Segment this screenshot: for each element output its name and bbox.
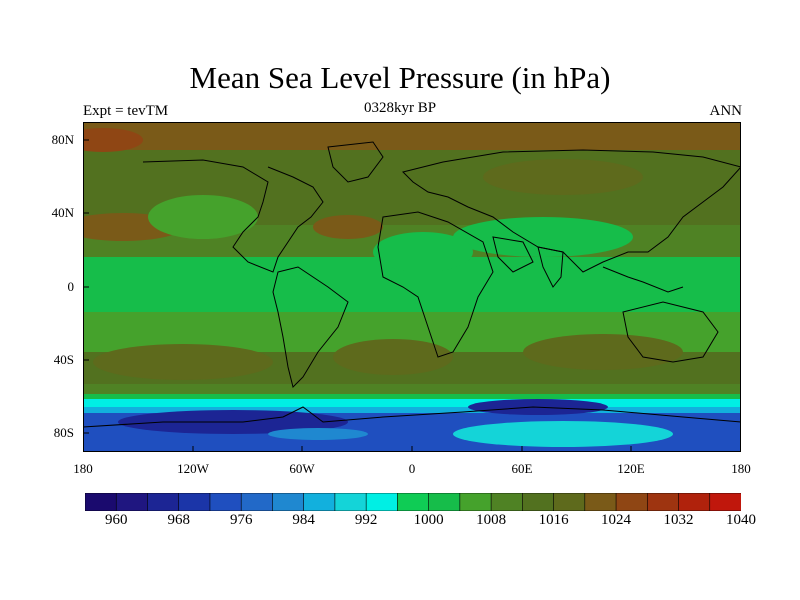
- x-tick-180w: 180: [73, 461, 93, 476]
- patch-sahara-low: [373, 232, 473, 272]
- patch-north-pacific-low: [148, 195, 258, 239]
- colorbar-swatch: [334, 493, 367, 511]
- band-storm-track-2: [83, 399, 741, 407]
- pressure-map: [83, 122, 741, 452]
- y-tick-80s: 80S: [53, 425, 74, 440]
- colorbar-label: 1040: [726, 512, 756, 528]
- colorbar: [85, 493, 741, 511]
- colorbar-swatch: [553, 493, 586, 511]
- x-tick-60w: 60W: [289, 461, 315, 476]
- band-storm-track-1: [83, 394, 741, 399]
- colorbar-swatch: [584, 493, 617, 511]
- colorbar-swatch: [209, 493, 242, 511]
- map-subtitle: 0328kyr BP: [363, 100, 437, 116]
- coast-greenland: [327, 141, 384, 183]
- band-south-mid: [83, 384, 741, 394]
- coast-arabia: [492, 236, 534, 273]
- x-tick-60e: 60E: [511, 461, 533, 476]
- colorbar-swatch: [397, 493, 430, 511]
- patch-arctic-high: [83, 128, 143, 152]
- colorbar-swatch: [240, 493, 274, 511]
- colorbar-swatch: [365, 493, 398, 511]
- patch-antarctic-high-2: [268, 428, 368, 440]
- colorbar-label: 1016: [538, 512, 569, 528]
- colorbar-swatch: [522, 493, 555, 511]
- colorbar-swatch: [178, 493, 211, 511]
- colorbar-swatch: [147, 493, 180, 511]
- season-label: ANN: [709, 103, 743, 119]
- colorbar-swatch: [459, 493, 492, 511]
- patch-south-pacific-high: [93, 344, 273, 380]
- colorbar-swatch: [709, 493, 741, 511]
- colorbar-swatch: [490, 493, 523, 511]
- colorbar-swatch: [428, 493, 461, 511]
- colorbar-swatch: [272, 493, 305, 511]
- patch-antarctic-high-1: [453, 421, 673, 447]
- experiment-label: Expt = tevTM: [83, 103, 169, 119]
- colorbar-label: 1008: [476, 512, 507, 528]
- coast-antarctica: [83, 406, 741, 428]
- colorbar-label: 960: [104, 512, 128, 528]
- colorbar-label: 968: [167, 512, 190, 528]
- colorbar-swatch: [85, 493, 117, 511]
- colorbar-label: 976: [229, 512, 253, 528]
- band-storm-track-3: [83, 407, 741, 413]
- x-tick-120w: 120W: [177, 461, 209, 476]
- x-tick-120e: 120E: [617, 461, 645, 476]
- patch-siberia-high: [483, 159, 643, 195]
- colorbar-swatch: [615, 493, 648, 511]
- band-polar-north: [83, 122, 741, 150]
- coast-southeast-asia: [602, 266, 684, 293]
- y-tick-40n: 40N: [51, 205, 74, 220]
- y-tick-80n: 80N: [51, 132, 74, 147]
- coast-australia: [622, 301, 719, 363]
- coast-south-america: [272, 266, 349, 388]
- coast-africa: [377, 211, 494, 358]
- colorbar-swatch: [678, 493, 711, 511]
- patch-asia-low: [453, 217, 633, 257]
- colorbar-swatch: [646, 493, 680, 511]
- patch-south-atlantic-high: [333, 339, 453, 375]
- colorbar-label: 984: [292, 512, 315, 528]
- x-tick-0: 0: [408, 461, 416, 476]
- coast-eurasia: [402, 149, 741, 273]
- coast-india: [537, 246, 564, 288]
- patch-atlantic-high: [313, 215, 383, 239]
- y-tick-0: 0: [67, 279, 75, 294]
- colorbar-swatch: [303, 493, 336, 511]
- colorbar-label: 1024: [601, 512, 632, 528]
- colorbar-swatch: [115, 493, 149, 511]
- map-title: Mean Sea Level Pressure (in hPa): [189, 60, 611, 95]
- patch-indian-high: [523, 334, 683, 370]
- tick-marks: [83, 139, 632, 452]
- x-tick-180e: 180: [731, 461, 751, 476]
- colorbar-label: 992: [354, 512, 378, 528]
- coastlines: [83, 141, 741, 428]
- colorbar-label: 1032: [663, 512, 694, 528]
- colorbar-label: 1000: [413, 512, 444, 528]
- y-tick-40s: 40S: [53, 352, 74, 367]
- coast-north-america: [142, 159, 324, 273]
